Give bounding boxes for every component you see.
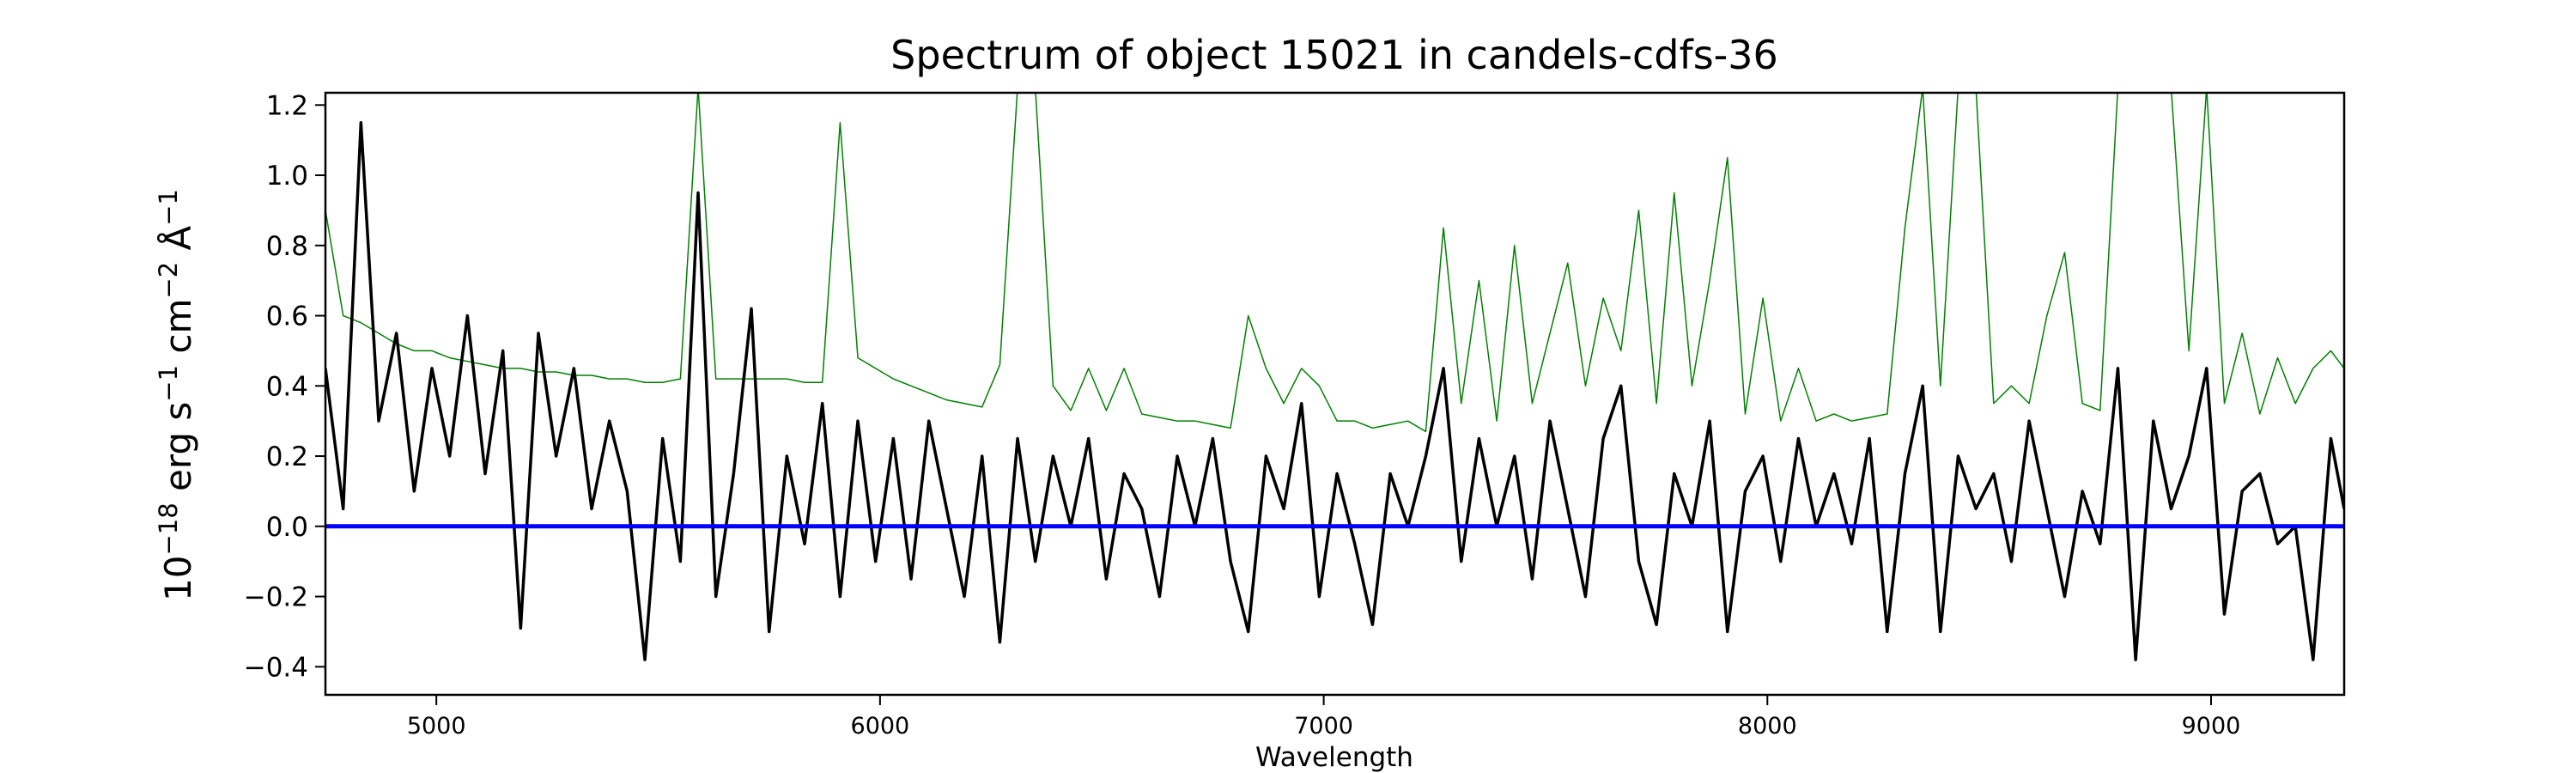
series-layer (325, 93, 2344, 661)
y-label-unit: erg s (157, 402, 199, 503)
y-label-exp: −2 (154, 262, 183, 299)
y-tick-label: 0.0 (266, 512, 308, 543)
y-tick-label: 0.2 (266, 441, 308, 472)
series-line-1 (325, 120, 2344, 661)
chart-title: Spectrum of object 15021 in candels-cdfs… (890, 32, 1778, 78)
series-line-0 (325, 93, 2344, 433)
y-label-exp: −1 (154, 365, 183, 402)
y-label-base: 10 (157, 556, 199, 601)
y-tick-label: 0.8 (266, 231, 308, 262)
x-tick-label: 9000 (2182, 713, 2241, 740)
y-tick-label: −0.2 (244, 582, 308, 613)
y-label-unit: cm (157, 299, 199, 365)
x-tick-label: 7000 (1294, 713, 1353, 740)
y-axis-label: 10−18 erg s−1 cm−2 Å−1 (154, 189, 199, 601)
y-label-exp: −1 (154, 189, 183, 226)
y-label-unit: Å (156, 226, 199, 262)
y-tick-label: 1.2 (266, 90, 308, 121)
x-tick-label: 6000 (851, 713, 910, 740)
x-axis-label: Wavelength (1255, 742, 1413, 773)
y-label-exp: −18 (154, 502, 183, 555)
x-tick-label: 5000 (407, 713, 466, 740)
y-tick-label: 0.4 (266, 371, 308, 402)
y-tick-label: −0.4 (244, 652, 308, 683)
y-axis: −0.4 −0.2 0.0 0.2 0.4 0.6 0.8 1.0 1.2 (244, 90, 325, 683)
x-tick-label: 8000 (1738, 713, 1797, 740)
plot-frame (324, 91, 2346, 697)
y-tick-label: 1.0 (266, 161, 308, 192)
y-tick-label: 0.6 (266, 301, 308, 332)
x-axis: 5000 6000 7000 8000 9000 (407, 695, 2241, 740)
